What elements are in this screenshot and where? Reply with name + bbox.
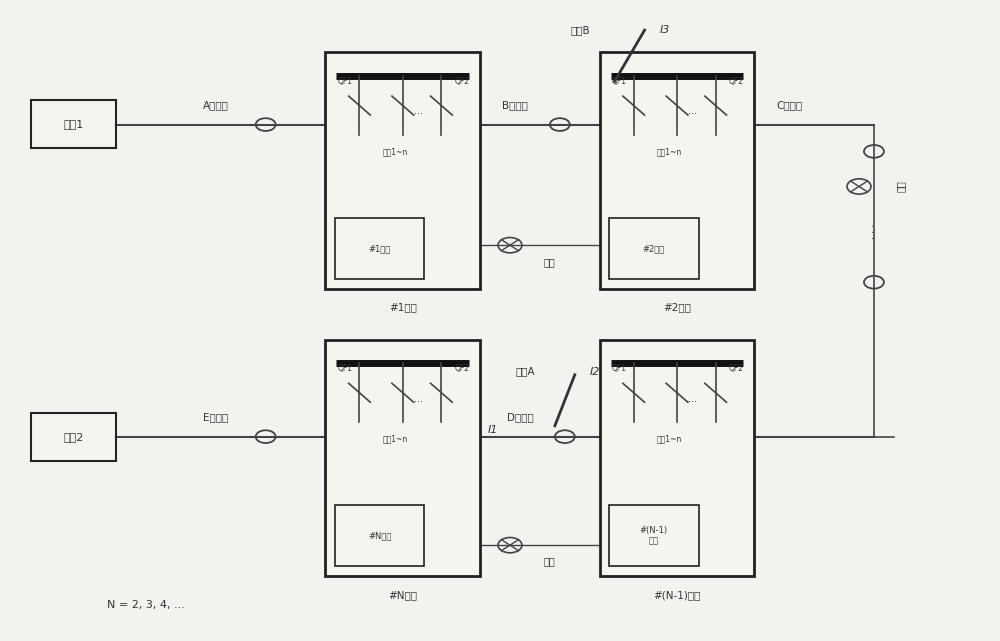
FancyBboxPatch shape xyxy=(335,505,424,567)
Text: #(N-1)
终端: #(N-1) 终端 xyxy=(640,526,668,545)
Text: QF2: QF2 xyxy=(454,365,469,374)
FancyBboxPatch shape xyxy=(31,413,116,461)
Text: I2: I2 xyxy=(590,367,600,376)
Text: C段线路: C段线路 xyxy=(776,101,802,110)
Text: QF2: QF2 xyxy=(728,365,743,374)
FancyBboxPatch shape xyxy=(600,53,754,288)
Text: QF1: QF1 xyxy=(338,365,353,374)
Text: QF1: QF1 xyxy=(338,78,353,87)
FancyBboxPatch shape xyxy=(335,218,424,279)
Text: 出线1~n: 出线1~n xyxy=(657,434,682,443)
FancyBboxPatch shape xyxy=(609,218,699,279)
Text: #1终端: #1终端 xyxy=(368,244,391,253)
Text: · · ·: · · · xyxy=(869,224,879,239)
Text: 光缆: 光缆 xyxy=(544,256,556,267)
Text: 光缆: 光缆 xyxy=(896,181,906,192)
Text: D段线路: D段线路 xyxy=(507,413,533,422)
Text: B段线路: B段线路 xyxy=(502,101,528,110)
Text: QF1: QF1 xyxy=(612,365,627,374)
FancyBboxPatch shape xyxy=(609,505,699,567)
Text: 故障B: 故障B xyxy=(570,25,590,35)
Text: #N节点: #N节点 xyxy=(388,590,417,600)
Text: 进线1: 进线1 xyxy=(64,119,84,129)
Text: I1: I1 xyxy=(488,426,498,435)
Text: 出线1~n: 出线1~n xyxy=(657,147,682,156)
Text: ...: ... xyxy=(688,106,697,117)
Text: QF2: QF2 xyxy=(454,78,469,87)
FancyBboxPatch shape xyxy=(31,100,116,148)
Text: I3: I3 xyxy=(660,25,670,35)
Text: 进线2: 进线2 xyxy=(64,432,84,442)
Text: QF1: QF1 xyxy=(612,78,627,87)
FancyBboxPatch shape xyxy=(600,340,754,576)
Text: 光缆: 光缆 xyxy=(544,556,556,567)
Text: ...: ... xyxy=(688,394,697,404)
Text: #2节点: #2节点 xyxy=(663,303,691,313)
Text: #(N-1)节点: #(N-1)节点 xyxy=(653,590,701,600)
Text: 出线1~n: 出线1~n xyxy=(382,147,408,156)
FancyBboxPatch shape xyxy=(325,340,480,576)
Text: #1节点: #1节点 xyxy=(389,303,417,313)
Text: A段线路: A段线路 xyxy=(203,101,229,110)
Text: 故障A: 故障A xyxy=(515,367,535,376)
Text: ...: ... xyxy=(414,394,423,404)
FancyBboxPatch shape xyxy=(325,53,480,288)
Text: #2终端: #2终端 xyxy=(643,244,665,253)
Text: ...: ... xyxy=(414,106,423,117)
Text: 出线1~n: 出线1~n xyxy=(382,434,408,443)
Text: E段线路: E段线路 xyxy=(203,413,228,422)
Text: QF2: QF2 xyxy=(728,78,743,87)
Text: #N终端: #N终端 xyxy=(368,531,391,540)
Text: N = 2, 3, 4, ...: N = 2, 3, 4, ... xyxy=(107,599,185,610)
